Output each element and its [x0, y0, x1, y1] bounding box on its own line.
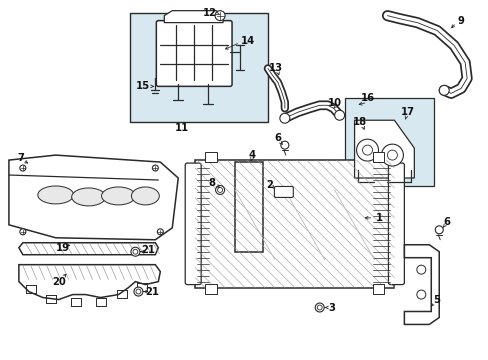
Circle shape [334, 110, 344, 120]
Circle shape [356, 139, 378, 161]
Text: 4: 4 [248, 150, 255, 160]
Text: 20: 20 [52, 276, 65, 287]
Circle shape [20, 165, 26, 171]
Bar [372, 152, 384, 162]
Bar [205, 284, 217, 293]
Circle shape [386, 150, 397, 160]
Circle shape [215, 185, 224, 194]
Circle shape [131, 247, 140, 256]
Bar [197, 162, 392, 285]
Text: 6: 6 [443, 217, 450, 227]
Text: 17: 17 [400, 107, 413, 117]
Bar [195, 160, 394, 288]
Text: 8: 8 [208, 178, 215, 188]
Circle shape [434, 226, 442, 234]
Text: 19: 19 [56, 243, 70, 253]
Text: 7: 7 [18, 153, 24, 163]
FancyBboxPatch shape [274, 186, 293, 197]
Text: 14: 14 [241, 36, 255, 46]
Text: 3: 3 [327, 302, 334, 312]
Polygon shape [164, 11, 223, 23]
Text: 16: 16 [360, 93, 374, 103]
Circle shape [438, 85, 448, 95]
Polygon shape [19, 265, 160, 300]
Circle shape [133, 249, 138, 254]
Text: 9: 9 [457, 15, 464, 26]
Polygon shape [19, 243, 158, 255]
Bar [205, 152, 217, 162]
Ellipse shape [131, 187, 159, 205]
Text: 11: 11 [175, 123, 189, 133]
Text: 18: 18 [352, 117, 366, 127]
Circle shape [215, 11, 224, 21]
Circle shape [381, 144, 403, 166]
Circle shape [152, 165, 158, 171]
Ellipse shape [102, 187, 135, 205]
Circle shape [136, 289, 141, 294]
FancyBboxPatch shape [387, 163, 404, 285]
Circle shape [134, 287, 142, 296]
Bar [235, 162, 263, 252]
Text: 21: 21 [145, 287, 159, 297]
Circle shape [279, 113, 289, 123]
FancyBboxPatch shape [185, 163, 201, 285]
Circle shape [416, 290, 425, 299]
Text: 13: 13 [268, 63, 282, 73]
Text: 5: 5 [432, 294, 439, 305]
Polygon shape [354, 120, 413, 178]
Text: 2: 2 [266, 180, 273, 190]
Circle shape [20, 229, 26, 235]
Bar [372, 284, 384, 293]
Ellipse shape [38, 186, 74, 204]
Ellipse shape [72, 188, 105, 206]
Circle shape [280, 141, 288, 149]
Text: 6: 6 [274, 133, 281, 143]
Text: 10: 10 [327, 98, 341, 108]
Text: 21: 21 [141, 245, 155, 255]
Circle shape [157, 229, 163, 235]
Circle shape [315, 303, 324, 312]
Circle shape [362, 145, 372, 155]
Bar [130, 13, 267, 122]
Circle shape [217, 188, 222, 193]
Circle shape [317, 305, 322, 310]
FancyBboxPatch shape [156, 21, 232, 86]
Text: 12: 12 [203, 8, 217, 18]
Polygon shape [9, 155, 178, 240]
Bar [344, 98, 433, 186]
Text: 15: 15 [135, 81, 149, 91]
Text: 1: 1 [375, 213, 382, 223]
Circle shape [416, 265, 425, 274]
Polygon shape [404, 245, 438, 324]
